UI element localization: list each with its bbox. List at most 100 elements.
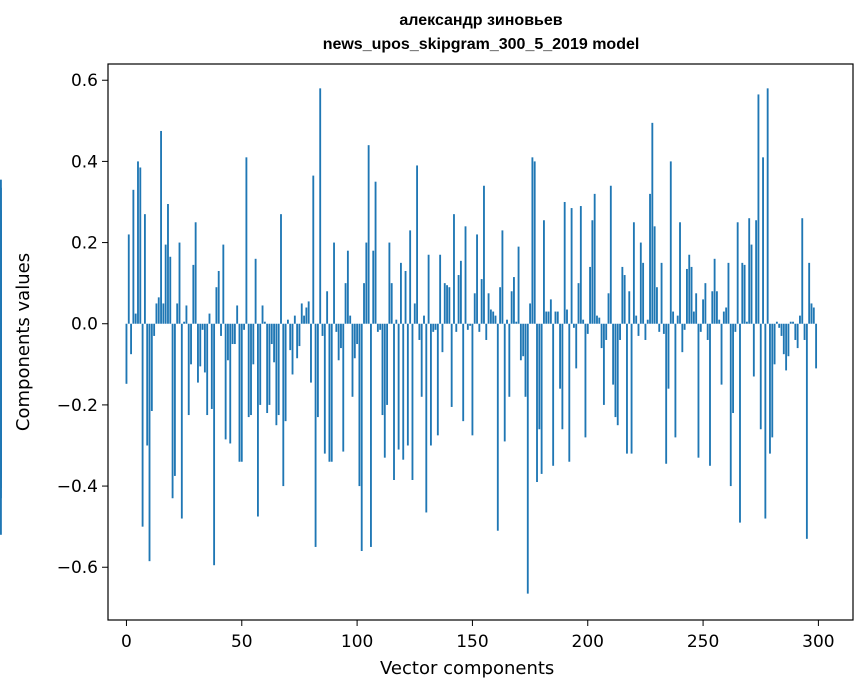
bar (261, 305, 264, 324)
bar (506, 319, 508, 324)
bar (247, 323, 250, 418)
bar (164, 244, 167, 324)
bar (469, 323, 472, 326)
bar (420, 323, 423, 397)
bar (743, 264, 746, 324)
bar (395, 319, 398, 324)
bar (646, 319, 649, 324)
bar (626, 323, 628, 454)
bar (794, 323, 797, 340)
bar (702, 299, 704, 324)
bar (614, 323, 617, 418)
bar (609, 185, 612, 324)
bar (367, 145, 370, 324)
bar (459, 260, 462, 324)
bar (563, 201, 566, 324)
chart-subtitle: news_upos_skipgram_300_5_2019 model (322, 36, 640, 53)
y-tick-label: −0.2 (57, 396, 98, 416)
bar (612, 323, 615, 385)
bar (146, 323, 149, 446)
bar (508, 323, 511, 397)
bar (346, 250, 349, 324)
bar (773, 323, 776, 365)
bar (602, 323, 605, 405)
chart-title: александр зиновьев (399, 12, 563, 29)
bar (240, 323, 243, 462)
bar (134, 313, 137, 324)
bar (494, 315, 497, 324)
bar (466, 323, 469, 330)
bar (365, 242, 368, 324)
bar (130, 323, 132, 355)
bar (706, 323, 709, 340)
bar (729, 323, 732, 487)
bar (429, 323, 432, 446)
bar (457, 275, 460, 324)
bar (376, 323, 379, 332)
bar (450, 323, 453, 407)
bar (748, 218, 751, 324)
bar (462, 323, 465, 422)
bar (192, 264, 195, 324)
y-axis-ticks: −0.6 −0.4 −0.2 0.0 0.2 0.4 0.6 (57, 71, 108, 578)
bar (683, 323, 686, 330)
bar (351, 323, 354, 397)
bar (736, 222, 739, 324)
bar (526, 323, 529, 594)
y-tick-label: 0.4 (71, 152, 98, 172)
bar (411, 323, 414, 480)
bar (280, 214, 282, 324)
bar (639, 242, 642, 324)
bar (658, 323, 661, 332)
bar (547, 311, 550, 324)
bar (660, 262, 663, 324)
bar (238, 323, 241, 462)
y-tick-label: 0.0 (71, 315, 98, 335)
bar (681, 323, 684, 353)
bar (669, 161, 672, 324)
bar (510, 291, 513, 324)
bar (775, 321, 778, 324)
bar (688, 254, 691, 324)
bar (229, 323, 232, 444)
bar (522, 323, 525, 357)
bar (155, 303, 158, 324)
x-tick-label: 300 (802, 632, 834, 652)
bar (750, 244, 753, 324)
bar (178, 242, 181, 324)
bar (217, 270, 220, 324)
bar (476, 234, 478, 324)
bar (231, 323, 234, 345)
bar (529, 303, 532, 324)
bar (656, 287, 658, 324)
bar (808, 262, 811, 324)
bar (762, 157, 764, 324)
x-tick-label: 100 (341, 632, 373, 652)
bar (662, 323, 665, 334)
bar (390, 283, 393, 324)
bar (190, 323, 192, 365)
bar (485, 323, 488, 340)
bar (513, 277, 515, 324)
bar (496, 323, 499, 531)
bar (0, 187, 2, 324)
bar (328, 323, 331, 462)
bar (148, 323, 151, 562)
bar (552, 323, 555, 466)
bar (519, 323, 522, 361)
bar (427, 254, 430, 324)
bar (409, 230, 412, 324)
bar (180, 323, 183, 519)
bar (208, 313, 211, 324)
bar (630, 323, 633, 454)
bar (213, 323, 216, 566)
bar (206, 323, 209, 416)
bar (478, 323, 481, 332)
bar (649, 193, 651, 324)
bar (635, 315, 638, 324)
bar (623, 275, 626, 324)
bar (443, 283, 446, 324)
bar (185, 305, 188, 324)
bar (531, 157, 534, 324)
bar (566, 309, 568, 324)
